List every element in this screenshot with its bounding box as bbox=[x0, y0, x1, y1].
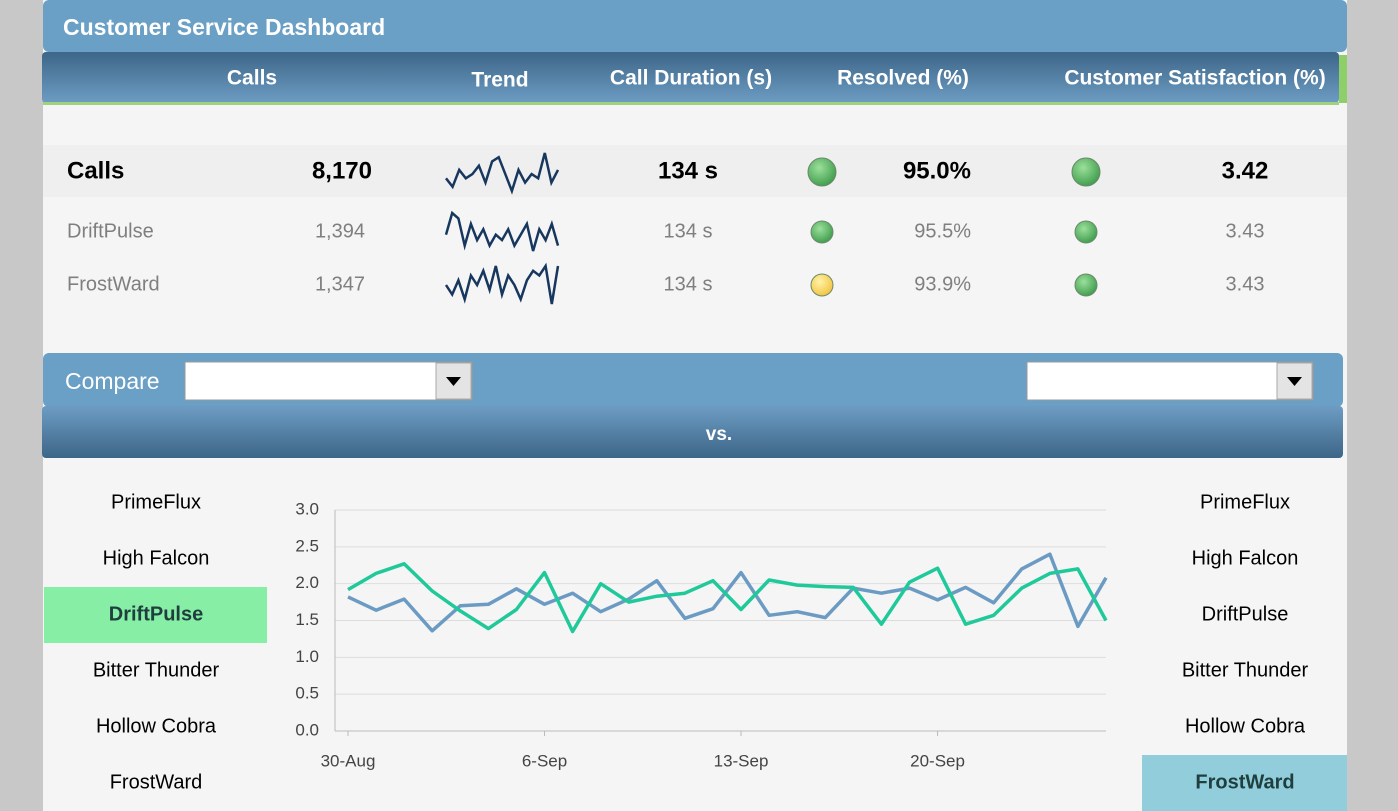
y-tick-label: 1.0 bbox=[295, 647, 319, 666]
x-tick-label: 20-Sep bbox=[910, 751, 965, 770]
calls-value: 1,394 bbox=[315, 220, 365, 242]
header-underline bbox=[43, 102, 1339, 105]
dropdown-right[interactable] bbox=[1026, 361, 1314, 401]
sparkline bbox=[445, 152, 560, 195]
list-item[interactable]: PrimeFlux bbox=[111, 491, 201, 513]
satisfaction-value: 3.43 bbox=[1226, 273, 1265, 295]
column-header: Trend bbox=[471, 69, 528, 92]
dropdown-arrow bbox=[446, 377, 461, 386]
duration-value: 134 s bbox=[664, 220, 713, 242]
vs-label: vs. bbox=[706, 424, 732, 445]
satisfaction-value: 3.43 bbox=[1226, 220, 1265, 242]
vs-bar bbox=[42, 406, 1343, 458]
x-tick-label: 30-Aug bbox=[321, 751, 376, 770]
x-tick-label: 6-Sep bbox=[522, 751, 567, 770]
list-item[interactable]: DriftPulse bbox=[109, 603, 203, 625]
list-item[interactable]: Hollow Cobra bbox=[1185, 715, 1306, 737]
satisfaction-value: 3.42 bbox=[1222, 157, 1269, 184]
series-line bbox=[347, 562, 1108, 634]
y-tick-label: 0.5 bbox=[295, 684, 319, 703]
resolved-value: 95.5% bbox=[914, 220, 971, 242]
dropdown-left[interactable] bbox=[184, 361, 473, 401]
calls-value: 8,170 bbox=[312, 157, 372, 184]
list-item[interactable]: Hollow Cobra bbox=[96, 715, 217, 737]
y-tick-label: 0.0 bbox=[295, 720, 319, 739]
status-dot bbox=[807, 157, 837, 187]
y-tick-label: 3.0 bbox=[295, 499, 319, 518]
header-band bbox=[42, 52, 1339, 103]
column-header: Call Duration (s) bbox=[610, 67, 772, 90]
y-tick-label: 2.0 bbox=[295, 573, 319, 592]
list-highlight bbox=[1142, 755, 1347, 811]
list-item[interactable]: High Falcon bbox=[1192, 547, 1299, 569]
title: Customer Service Dashboard bbox=[63, 14, 385, 40]
list-item[interactable]: FrostWard bbox=[110, 771, 203, 793]
compare-label: Compare bbox=[65, 368, 160, 394]
status-dot bbox=[810, 273, 834, 297]
resolved-value: 93.9% bbox=[914, 273, 971, 295]
sparkline bbox=[444, 262, 560, 305]
dropdown-arrow bbox=[1287, 377, 1302, 386]
column-header: Calls bbox=[227, 67, 277, 90]
list-item[interactable]: High Falcon bbox=[103, 547, 210, 569]
list-highlight bbox=[44, 587, 267, 643]
resolved-value: 95.0% bbox=[903, 157, 971, 184]
sparkline bbox=[444, 210, 560, 252]
title-bar bbox=[43, 0, 1347, 52]
list-item[interactable]: Bitter Thunder bbox=[1182, 659, 1309, 681]
duration-value: 134 s bbox=[664, 273, 713, 295]
row-name: Calls bbox=[67, 157, 124, 184]
y-tick-label: 1.5 bbox=[295, 610, 319, 629]
column-header: Customer Satisfaction (%) bbox=[1064, 67, 1325, 90]
x-tick-label: 13-Sep bbox=[714, 751, 769, 770]
list-item[interactable]: Bitter Thunder bbox=[93, 659, 220, 681]
row-name: FrostWard bbox=[67, 273, 160, 295]
y-tick-label: 2.5 bbox=[295, 536, 319, 555]
duration-value: 134 s bbox=[658, 157, 718, 184]
status-dot bbox=[1074, 273, 1098, 297]
total-row-bg bbox=[43, 145, 1347, 197]
list-item[interactable]: DriftPulse bbox=[1202, 603, 1289, 625]
calls-value: 1,347 bbox=[315, 273, 365, 295]
column-header: Resolved (%) bbox=[837, 67, 969, 90]
status-dot bbox=[1071, 157, 1101, 187]
list-item[interactable]: FrostWard bbox=[1195, 771, 1294, 793]
series-line bbox=[347, 552, 1108, 633]
list-item[interactable]: PrimeFlux bbox=[1200, 491, 1290, 513]
status-dot bbox=[1074, 220, 1098, 244]
row-name: DriftPulse bbox=[67, 220, 154, 242]
header-edge bbox=[1339, 55, 1347, 103]
status-dot bbox=[810, 220, 834, 244]
